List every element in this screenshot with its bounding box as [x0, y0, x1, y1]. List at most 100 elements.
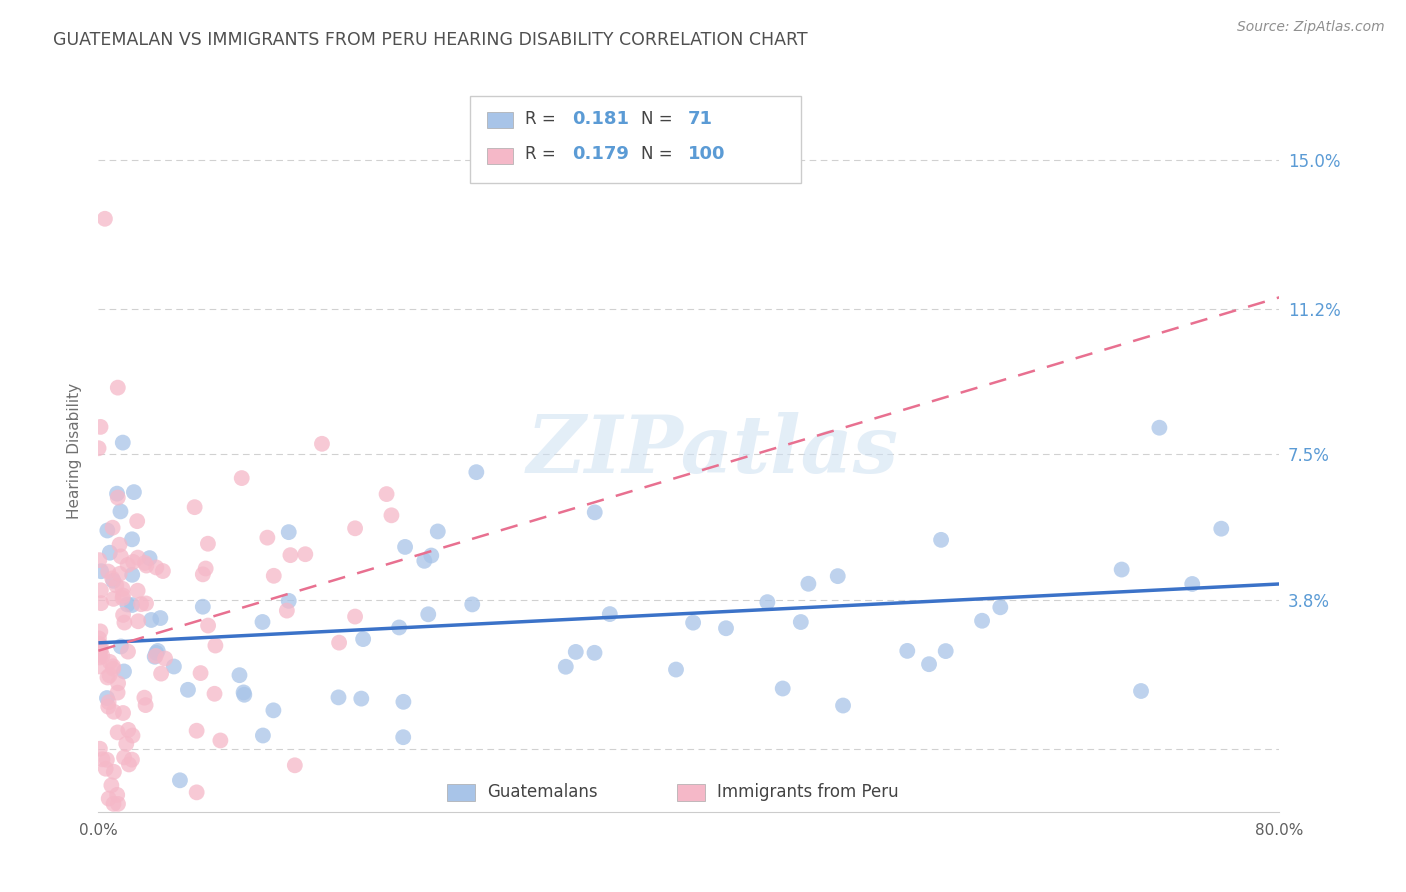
Point	[146, 644, 169, 658]
Point	[294, 547, 316, 561]
Point	[1181, 577, 1204, 591]
Point	[599, 607, 621, 621]
Point	[117, 598, 139, 612]
Text: ZIPatlas: ZIPatlas	[526, 412, 898, 489]
Point	[112, 589, 135, 603]
Point	[277, 594, 299, 608]
Point	[89, 553, 111, 567]
Text: 100: 100	[688, 145, 725, 163]
Point	[103, 574, 125, 588]
Point	[191, 567, 214, 582]
Point	[197, 537, 219, 551]
Point	[90, 564, 112, 578]
Point	[121, 753, 143, 767]
FancyBboxPatch shape	[471, 96, 801, 183]
Point	[380, 508, 402, 523]
Point	[209, 733, 232, 747]
Point	[145, 648, 167, 663]
Text: N =: N =	[641, 110, 672, 128]
Point	[233, 688, 256, 702]
Text: 71: 71	[688, 110, 713, 128]
Point	[112, 607, 135, 622]
Point	[352, 632, 374, 646]
Text: Immigrants from Peru: Immigrants from Peru	[717, 783, 898, 801]
Point	[827, 569, 849, 583]
Point	[797, 576, 820, 591]
FancyBboxPatch shape	[486, 112, 513, 128]
Point	[103, 591, 125, 606]
Point	[190, 666, 212, 681]
Point	[1130, 684, 1153, 698]
Point	[111, 591, 134, 606]
Point	[565, 645, 588, 659]
Point	[583, 646, 606, 660]
Point	[90, 596, 112, 610]
Point	[110, 640, 132, 654]
Point	[112, 750, 135, 764]
Point	[344, 521, 367, 535]
Point	[117, 558, 139, 572]
Point	[394, 540, 416, 554]
Point	[204, 687, 226, 701]
Point	[107, 676, 129, 690]
Point	[145, 646, 167, 660]
Point	[1111, 563, 1133, 577]
Point	[127, 614, 149, 628]
Text: Guatemalans: Guatemalans	[486, 783, 598, 801]
Point	[152, 564, 174, 578]
Point	[328, 690, 350, 705]
Point	[100, 778, 122, 792]
Point	[107, 797, 129, 811]
Point	[121, 598, 143, 612]
Point	[231, 471, 253, 485]
Point	[392, 730, 415, 744]
Point	[138, 551, 160, 566]
Point	[108, 538, 131, 552]
Point	[90, 583, 112, 598]
Point	[284, 758, 307, 772]
Point	[682, 615, 704, 630]
Point	[127, 514, 149, 528]
Point	[103, 705, 125, 719]
Point	[420, 549, 443, 563]
Point	[252, 615, 274, 629]
Point	[103, 797, 125, 811]
Point	[328, 635, 350, 649]
Point	[115, 737, 138, 751]
Point	[90, 639, 112, 653]
Point	[135, 558, 157, 573]
Point	[121, 567, 143, 582]
Point	[117, 645, 139, 659]
Point	[177, 682, 200, 697]
Point	[118, 757, 141, 772]
Point	[87, 442, 110, 456]
Point	[583, 505, 606, 519]
Point	[163, 659, 186, 673]
Point	[110, 504, 132, 518]
FancyBboxPatch shape	[486, 148, 513, 163]
Point	[554, 659, 576, 673]
Point	[112, 665, 135, 679]
Text: R =: R =	[524, 110, 561, 128]
Point	[186, 785, 208, 799]
Point	[89, 659, 111, 673]
Point	[97, 791, 120, 805]
Point	[89, 420, 111, 434]
Point	[129, 597, 152, 611]
Point	[110, 549, 132, 564]
Point	[107, 381, 129, 395]
Point	[276, 604, 298, 618]
Point	[232, 685, 254, 699]
Point	[122, 485, 145, 500]
Point	[134, 556, 156, 570]
Point	[186, 723, 208, 738]
Point	[280, 548, 302, 562]
Point	[103, 662, 125, 676]
Point	[107, 685, 129, 699]
Point	[96, 691, 118, 706]
Point	[127, 583, 149, 598]
Point	[194, 561, 217, 575]
Point	[91, 752, 114, 766]
Point	[135, 698, 157, 712]
Point	[112, 615, 135, 630]
